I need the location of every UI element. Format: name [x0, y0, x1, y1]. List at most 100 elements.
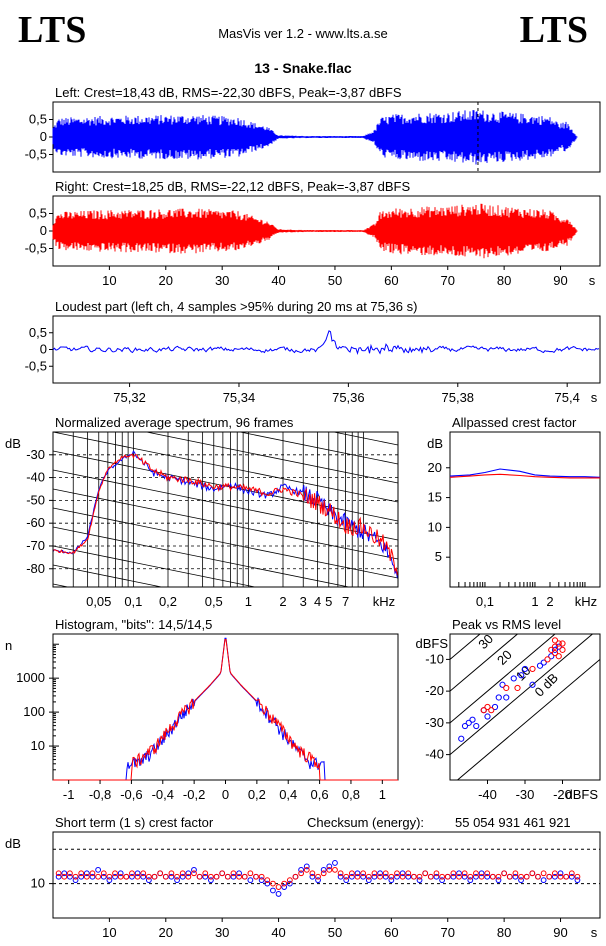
- peak-vs-rms-left-point: [458, 735, 465, 742]
- right-waveform-xtick-label: 60: [384, 273, 398, 288]
- short-term-crest-left-point: [236, 870, 242, 877]
- short-term-crest-right-point: [78, 870, 85, 877]
- short-term-crest-right-point: [247, 870, 254, 877]
- short-term-crest-right-point: [444, 873, 451, 880]
- spectrum-slope-line: [53, 564, 164, 587]
- spectrum-xtick-label: 0,05: [86, 594, 111, 609]
- allpassed-crest-frame: [449, 431, 601, 588]
- file-title: 13 - Snake.flac: [254, 60, 352, 76]
- short-term-crest-right-point: [207, 873, 214, 880]
- loudest-part-xtick-label: 75,34: [223, 390, 256, 405]
- left-waveform-title: Left: Crest=18,43 dB, RMS=-22,30 dBFS, P…: [55, 85, 402, 100]
- logo-left: LTS: [18, 9, 87, 51]
- peak-vs-rms-crest-label: 20: [494, 647, 515, 668]
- peak-vs-rms-ytick-label: -30: [425, 715, 444, 730]
- spectrum-xtick-label: 1: [245, 594, 252, 609]
- histogram-xtick-label: -0,8: [89, 787, 111, 802]
- short-term-crest-left-point: [371, 873, 378, 880]
- peak-vs-rms-right-point: [514, 684, 521, 692]
- peak-vs-rms-xlabel: dBFS: [565, 787, 598, 802]
- checksum-label: Checksum (energy):: [307, 815, 424, 830]
- spectrum-ytick-label: -30: [26, 447, 45, 462]
- short-term-crest-left-point: [354, 870, 361, 877]
- short-term-crest-left-point: [309, 873, 316, 880]
- spectrum-xtick-label: 2: [279, 594, 286, 609]
- right-waveform-ytick-label: 0: [40, 223, 47, 238]
- short-term-crest-left-point: [484, 873, 491, 880]
- short-term-crest-right-point: [303, 866, 310, 873]
- spectrum-ytick-label: -40: [26, 470, 45, 485]
- spectrum-slope-line: [53, 526, 351, 587]
- short-term-crest-left-point: [394, 873, 400, 880]
- peak-vs-rms-right-point: [529, 665, 536, 673]
- peak-vs-rms-crest-label: 0 dB: [532, 670, 562, 700]
- right-waveform-xunit: s: [589, 273, 596, 288]
- loudest-part-xtick-label: 75,38: [442, 390, 475, 405]
- short-term-crest-left-point: [439, 877, 446, 884]
- allpassed-crest-title: Allpassed crest factor: [452, 415, 577, 430]
- short-term-crest-right-point: [281, 880, 288, 887]
- short-term-crest-right-point: [117, 873, 124, 880]
- spectrum-xtick-label: 5: [325, 594, 332, 609]
- short-term-crest-right-point: [506, 873, 513, 880]
- peak-vs-rms-right-point: [555, 640, 562, 647]
- histogram-xtick-label: -0,4: [152, 787, 174, 802]
- peak-vs-rms-left-point: [529, 681, 536, 688]
- short-term-crest-left-point: [382, 873, 389, 880]
- right-waveform-xtick-label: 80: [497, 273, 511, 288]
- left-waveform-ytick-label: 0: [40, 129, 47, 144]
- short-term-crest-right-point: [241, 873, 248, 880]
- short-term-crest-left-point: [456, 870, 462, 877]
- short-term-crest-ylabel: dB: [5, 836, 21, 851]
- spectrum-slope-line: [144, 432, 398, 484]
- spectrum-title: Normalized average spectrum, 96 frames: [55, 415, 294, 430]
- short-term-crest-right-point: [394, 870, 400, 877]
- short-term-crest-left-point: [129, 873, 135, 880]
- checksum-value: 55 054 931 461 921: [455, 815, 571, 830]
- right-waveform-xtick-label: 30: [215, 273, 229, 288]
- short-term-crest-right-point: [315, 873, 321, 880]
- spectrum-slope-line: [53, 545, 258, 587]
- short-term-crest-xtick-label: 30: [215, 925, 229, 940]
- short-term-crest-frame: [52, 831, 601, 919]
- spectrum-ytick-label: -70: [26, 538, 45, 553]
- short-term-crest-right-point: [83, 873, 90, 880]
- short-term-crest-left-point: [303, 863, 310, 870]
- short-term-crest-right-point: [478, 873, 485, 880]
- short-term-crest-right-point: [100, 870, 107, 877]
- allpassed-crest-ytick-label: 15: [428, 490, 442, 505]
- loudest-part-xtick-label: 75,36: [332, 390, 365, 405]
- short-term-crest-right-point: [382, 870, 389, 877]
- spectrum-slope-line: [53, 318, 398, 388]
- peak-vs-rms-right-point: [551, 643, 559, 650]
- allpassed-crest-xunit: kHz: [575, 594, 597, 609]
- short-term-crest-right-point: [574, 873, 581, 880]
- short-term-crest-left-point: [320, 866, 327, 873]
- right-waveform-xtick-label: 70: [441, 273, 455, 288]
- histogram-frame: [52, 633, 399, 781]
- short-term-crest-right-point: [563, 873, 570, 880]
- short-term-crest-right-point: [456, 873, 462, 880]
- short-term-crest-right-point: [230, 870, 237, 877]
- short-term-crest-xtick-label: 80: [497, 925, 511, 940]
- short-term-crest-right-point: [326, 866, 333, 873]
- short-term-crest-left-point: [191, 866, 197, 873]
- peak-vs-rms-right-point: [559, 646, 566, 653]
- allpassed-crest-xtick-label: 0,1: [476, 594, 494, 609]
- short-term-crest-right-point: [343, 873, 350, 880]
- short-term-crest-left-point: [95, 866, 102, 873]
- peak-vs-rms-left-point: [473, 722, 480, 730]
- short-term-crest-right-point: [123, 873, 130, 880]
- peak-vs-rms-right-point: [480, 707, 487, 714]
- logo-right: LTS: [519, 9, 588, 51]
- short-term-crest-right-point: [332, 866, 338, 873]
- histogram-xtick-label: -0,6: [120, 787, 142, 802]
- short-term-crest-left-point: [270, 887, 276, 894]
- peak-vs-rms-frame: [449, 633, 601, 781]
- peak-vs-rms-left-point: [495, 694, 502, 701]
- histogram-ytick-label: 1000: [16, 670, 45, 685]
- peak-vs-rms-left-point: [521, 665, 529, 673]
- peak-vs-rms-left-point: [503, 694, 510, 701]
- short-term-crest-left-point: [106, 877, 113, 884]
